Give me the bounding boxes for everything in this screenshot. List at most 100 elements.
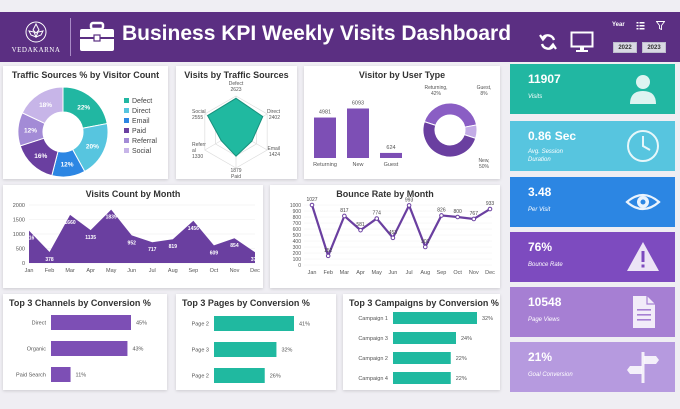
bar (214, 316, 294, 331)
legend-label: Email (132, 118, 150, 125)
bar (393, 332, 456, 344)
document-icon (633, 296, 655, 328)
bar-category-label: Campaign 4 (358, 376, 388, 382)
data-label: 609 (210, 250, 219, 256)
legend-label: Direct (132, 108, 150, 115)
visits-by-month-area-chart: 0 500 1000 1500 2000 1116 378 1660 1135 1839 952 71… (13, 203, 260, 274)
kpi-label: Per Visit (528, 207, 551, 213)
bar-category-label: Organic (27, 347, 47, 353)
x-tick-label: May (106, 268, 117, 274)
data-label: 952 (128, 240, 137, 246)
top-pages-title: Top 3 Pages by Conversion % (182, 298, 310, 308)
kpi-value: 11907 (528, 72, 561, 86)
multi-select-icon[interactable] (636, 21, 645, 30)
kpi-label: Avg. Session Duration (528, 149, 563, 163)
x-tick-label: Feb (323, 270, 332, 276)
top-campaigns-card: Top 3 Campaigns by Conversion % Campaign… (343, 294, 500, 390)
x-tick-label: Oct (210, 268, 219, 274)
donut-label: Returning, 42% (424, 85, 447, 97)
bar-value-label: 24% (461, 336, 472, 342)
radar-point-label: Referr al 1330 (192, 142, 206, 160)
data-label: 152 (324, 248, 333, 254)
data-label: 1660 (65, 220, 76, 226)
clear-filter-icon[interactable] (656, 21, 665, 30)
radar-point-label: Social 2555 (192, 109, 206, 121)
y-tick-label: 1500 (13, 218, 25, 224)
x-tick-label: Jun (388, 270, 397, 276)
bar-category-label: Page 2 (192, 322, 209, 328)
visits-by-month-card: Visits Count by Month 0 500 1000 1500 2000 11… (3, 185, 263, 288)
kpi-card-per-visit: 3.48 Per Visit (510, 177, 675, 227)
x-tick-label: Mar (340, 270, 350, 276)
monitor-icon[interactable] (570, 31, 594, 53)
x-tick-label: Jul (149, 268, 156, 274)
x-tick-label: Apr (86, 268, 95, 274)
kpi-label: Page Views (528, 317, 560, 323)
legend-swatch (124, 128, 129, 133)
line-point (471, 216, 477, 222)
bar (393, 312, 477, 324)
x-tick-label: Jun (127, 268, 136, 274)
bar (347, 108, 369, 158)
y-tick-label: 600 (293, 227, 302, 233)
bar-value-label: 6093 (352, 100, 364, 106)
donut-label: Guest, 8% (477, 85, 492, 97)
bar-value-label: 22% (456, 356, 467, 362)
visitor-type-card: Visitor by User Type 4981 Returning 6093 Ne… (304, 66, 500, 179)
slice-label: 20% (86, 143, 99, 150)
x-tick-label: Aug (420, 270, 430, 276)
y-tick-label: 500 (293, 233, 302, 239)
year-button-2022[interactable]: 2022 (613, 42, 637, 53)
slice-label: 12% (61, 162, 74, 169)
eye-icon (625, 193, 661, 211)
x-tick-label: Jan (25, 268, 34, 274)
brand-logo: VEDAKARNA (4, 12, 68, 62)
y-tick-label: 700 (293, 221, 302, 227)
data-label: 826 (437, 207, 446, 213)
signpost-icon (627, 352, 659, 383)
header-bar: VEDAKARNA Business KPI Weekly Visits Das… (0, 12, 680, 62)
donut-label: New, 50% (478, 158, 489, 170)
y-tick-label: 1000 (13, 232, 25, 238)
radar-point-label: 1879 Paid (230, 168, 241, 179)
top-channels-bar-chart: Direct 45% Organic 43% Paid Search 11% (16, 315, 147, 382)
kpi-card-page-views: 10548 Page Views (510, 287, 675, 337)
y-tick-label: 500 (16, 247, 25, 253)
line-point (422, 244, 428, 250)
data-label: 378 (45, 257, 54, 263)
line-point (390, 235, 396, 241)
year-button-2023[interactable]: 2023 (642, 42, 666, 53)
top-pages-card: Top 3 Pages by Conversion % Page 2 41% Pag… (176, 294, 336, 390)
y-tick-label: 0 (22, 261, 25, 267)
bar-value-label: 22% (456, 376, 467, 382)
x-tick-label: May (372, 270, 383, 276)
legend-label: Paid (132, 128, 146, 135)
bar-value-label: 45% (136, 321, 147, 327)
bar-category-label: Direct (32, 321, 47, 327)
y-tick-label: 300 (293, 245, 302, 251)
x-tick-label: Dec (485, 270, 495, 276)
bar-value-label: 43% (132, 347, 143, 353)
kpi-value: 0.86 Sec (528, 129, 577, 143)
bar-category-label: Guest (384, 162, 399, 168)
data-label: 301 (421, 239, 430, 245)
data-label: 774 (373, 211, 382, 217)
data-label: 993 (405, 197, 414, 203)
line-point (487, 206, 493, 212)
kpi-card-session-duration: 0.86 Sec Avg. Session Duration (510, 121, 675, 171)
visits-by-month-title: Visits Count by Month (85, 189, 181, 199)
bounce-rate-title: Bounce Rate by Month (336, 189, 434, 199)
donut-slice (422, 121, 477, 158)
legend-swatch (124, 148, 129, 153)
x-tick-label: Oct (453, 270, 462, 276)
radar-point-label: Direct 2402 (267, 109, 281, 121)
y-tick-label: 2000 (13, 203, 25, 209)
x-tick-label: Jan (308, 270, 317, 276)
kpi-card-bounce-rate: 76% Bounce Rate (510, 232, 675, 282)
y-tick-label: 900 (293, 209, 302, 215)
bar (380, 152, 402, 158)
line-point (406, 203, 412, 208)
refresh-icon[interactable] (538, 32, 558, 52)
visits-by-source-radar-chart: Defect 2623 Direct 2402 Email 1424 1879 Paid Ref… (192, 81, 281, 179)
